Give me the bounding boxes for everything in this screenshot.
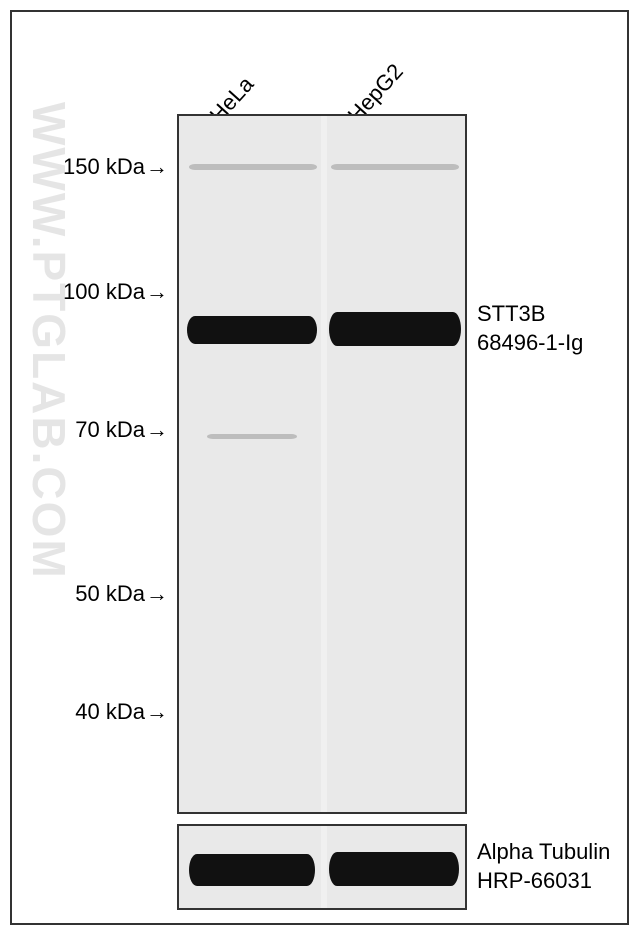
blot-band [187,316,317,344]
lane-divider [321,116,327,812]
mw-marker-label: 40 kDa→ [75,699,168,725]
mw-marker-label: 70 kDa→ [75,417,168,443]
western-blot-loading-control [177,824,467,910]
western-blot-main [177,114,467,814]
mw-marker-label: 100 kDa→ [63,279,168,305]
loading-antibody-catalog: HRP-66031 [477,867,610,896]
loading-control-annotation: Alpha Tubulin HRP-66031 [477,838,610,895]
loading-protein-name: Alpha Tubulin [477,838,610,867]
arrow-right-icon: → [146,581,168,607]
lane-labels-group: HeLa HepG2 [12,30,627,110]
blot-band [189,164,317,170]
arrow-right-icon: → [146,154,168,180]
blot-band [331,164,459,170]
blot-band [207,434,297,439]
lane-divider [321,826,327,908]
blot-band [329,852,459,886]
blot-band [329,312,461,346]
arrow-right-icon: → [146,417,168,443]
mw-marker-label: 150 kDa→ [63,154,168,180]
figure-frame: WWW.PTGLAB.COM HeLa HepG2 150 kDa→100 kD… [10,10,629,925]
target-protein-name: STT3B [477,300,583,329]
target-antibody-catalog: 68496-1-Ig [477,329,583,358]
target-antibody-annotation: STT3B 68496-1-Ig [477,300,583,357]
blot-band [189,854,315,886]
arrow-right-icon: → [146,699,168,725]
mw-marker-label: 50 kDa→ [75,581,168,607]
arrow-right-icon: → [146,279,168,305]
